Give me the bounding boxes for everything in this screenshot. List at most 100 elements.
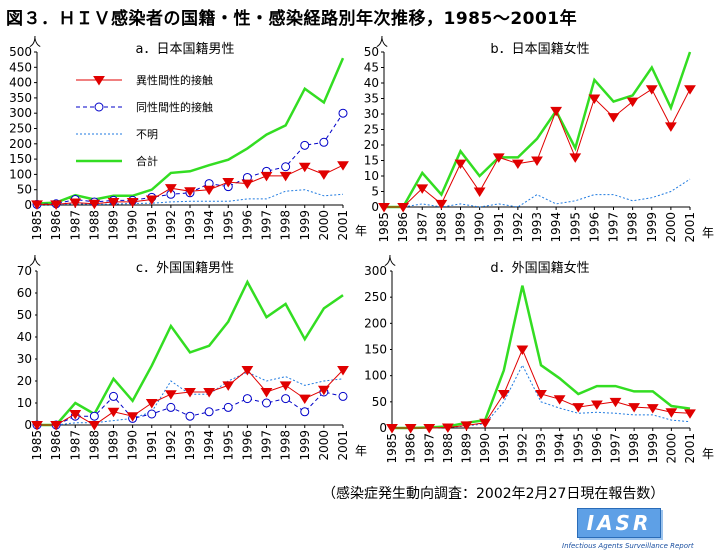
y-tick-label: 300 xyxy=(9,106,32,120)
point-hetero xyxy=(298,394,311,405)
panel-title: b．日本国籍女性 xyxy=(490,41,589,57)
x-tick-label: 1989 xyxy=(454,212,468,243)
y-tick-label: 250 xyxy=(9,122,32,136)
point-hetero xyxy=(88,199,101,210)
point-hetero xyxy=(164,184,177,194)
point-hetero xyxy=(626,97,639,108)
point-hetero xyxy=(404,424,417,434)
point-hetero xyxy=(279,171,292,182)
x-tick-label: 1989 xyxy=(107,430,121,461)
x-unit-label: 年 xyxy=(702,447,714,461)
y-tick-label: 20 xyxy=(17,374,32,388)
series-line-total xyxy=(36,57,345,205)
x-tick-label: 1991 xyxy=(492,212,506,243)
point-hetero xyxy=(317,170,330,180)
y-tick-label: 30 xyxy=(364,107,379,121)
point-hetero xyxy=(298,162,311,173)
legend-label-unknown: 不明 xyxy=(136,128,158,141)
x-tick-label: 1988 xyxy=(87,210,101,241)
point-hetero xyxy=(473,187,486,197)
y-tick-label: 200 xyxy=(9,137,32,151)
point-hetero xyxy=(317,385,330,396)
x-tick-label: 1986 xyxy=(404,433,418,464)
point-hetero xyxy=(107,407,120,418)
x-tick-label: 1987 xyxy=(68,210,82,241)
x-tick-label: 1990 xyxy=(473,212,487,243)
point-hetero xyxy=(164,390,177,400)
point-hetero xyxy=(435,199,448,210)
series-line-total xyxy=(384,51,692,209)
x-tick-label: 1986 xyxy=(49,430,63,461)
x-tick-label: 2000 xyxy=(317,210,331,241)
x-tick-label: 1988 xyxy=(441,433,455,464)
x-tick-label: 1990 xyxy=(126,430,140,461)
x-tick-label: 1993 xyxy=(534,433,548,464)
x-tick-label: 1995 xyxy=(221,210,235,241)
point-hetero xyxy=(260,388,273,398)
series-line-unknown xyxy=(384,178,691,208)
y-tick-label: 50 xyxy=(372,395,387,409)
x-tick-label: 1996 xyxy=(240,210,254,241)
point-homo xyxy=(109,391,118,401)
point-hetero xyxy=(222,381,235,391)
x-tick-label: 1994 xyxy=(202,210,216,241)
point-hetero xyxy=(454,159,467,170)
x-tick-label: 1990 xyxy=(478,433,492,464)
x-unit-label: 年 xyxy=(702,226,714,240)
x-tick-label: 1994 xyxy=(202,430,216,461)
point-hetero xyxy=(416,184,429,194)
x-tick-label: 2001 xyxy=(683,212,697,243)
y-unit-label: 人 xyxy=(376,35,388,49)
point-homo xyxy=(338,391,348,401)
y-unit-label: 人 xyxy=(29,254,41,268)
y-tick-label: 350 xyxy=(9,91,32,105)
point-hetero xyxy=(184,187,196,197)
x-tick-label: 1992 xyxy=(511,212,525,243)
x-tick-label: 1991 xyxy=(145,210,159,241)
point-hetero xyxy=(50,421,63,431)
y-unit-label: 人 xyxy=(29,35,41,49)
x-tick-label: 1987 xyxy=(68,430,82,461)
point-hetero xyxy=(569,153,582,163)
point-hetero xyxy=(646,404,659,414)
x-tick-label: 1986 xyxy=(396,212,410,243)
point-hetero xyxy=(684,85,696,95)
point-homo xyxy=(242,394,252,404)
point-hetero xyxy=(516,345,529,355)
panel-c: 0 10 20 30 40 50 60 70人 1985 1986 1987 1988 1989 1990… xyxy=(17,254,367,461)
x-tick-label: 1996 xyxy=(240,430,254,461)
x-tick-label: 2001 xyxy=(336,430,350,461)
series-line-total xyxy=(392,285,691,430)
point-hetero xyxy=(628,403,641,413)
x-tick-label: 1992 xyxy=(515,433,529,464)
point-hetero xyxy=(241,366,254,376)
y-tick-label: 200 xyxy=(364,316,387,330)
y-tick-label: 40 xyxy=(17,330,32,344)
x-tick-label: 1989 xyxy=(460,433,474,464)
x-tick-label: 2000 xyxy=(317,430,331,461)
x-tick-label: 1991 xyxy=(145,430,159,461)
y-tick-label: 100 xyxy=(9,167,32,181)
iasr-logo: IASR xyxy=(577,508,661,538)
panel-title: a．日本国籍男性 xyxy=(136,41,235,57)
point-hetero xyxy=(378,203,390,213)
x-tick-label: 1993 xyxy=(530,212,544,243)
x-tick-label: 1996 xyxy=(590,433,604,464)
x-tick-label: 1994 xyxy=(553,433,567,464)
x-tick-label: 2000 xyxy=(664,433,678,464)
legend-marker-homo xyxy=(94,102,104,112)
point-hetero xyxy=(590,400,603,410)
point-hetero xyxy=(184,388,196,398)
point-hetero xyxy=(50,200,63,210)
point-homo xyxy=(89,411,99,421)
point-hetero xyxy=(222,178,235,188)
source-note: （感染症発生動向調査：2002年2月27日現在報告数） xyxy=(322,486,665,502)
point-homo xyxy=(338,108,348,118)
y-tick-label: 25 xyxy=(364,123,379,137)
y-tick-label: 250 xyxy=(364,290,387,304)
y-tick-label: 0 xyxy=(379,421,387,435)
